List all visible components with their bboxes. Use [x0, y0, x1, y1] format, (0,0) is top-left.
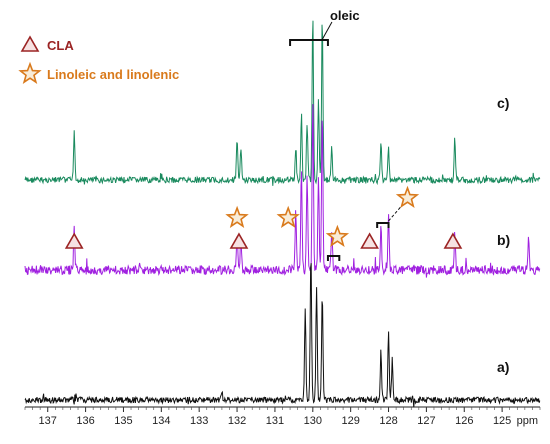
x-tick-label-134: 134 [152, 415, 170, 427]
star-marker [325, 224, 350, 247]
star-marker [395, 185, 420, 208]
x-tick-label-130: 130 [304, 415, 322, 427]
x-tick-label-128: 128 [379, 415, 397, 427]
triangle-marker [20, 35, 40, 52]
trace-label: c) [497, 95, 509, 111]
trace-b [24, 104, 541, 278]
x-tick-label-131: 131 [266, 415, 284, 427]
oleic-pointer [321, 21, 333, 41]
x-tick-label-127: 127 [417, 415, 435, 427]
oleic-label: oleic [330, 8, 360, 23]
legend-label-star: Linoleic and linolenic [47, 67, 179, 82]
x-tick-label-132: 132 [228, 415, 246, 427]
triangle-marker [64, 232, 84, 249]
legend: CLA Linoleic and linolenic [18, 35, 179, 84]
x-tick-label-133: 133 [190, 415, 208, 427]
x-tick-label-137: 137 [39, 415, 57, 427]
annotations: oleic [64, 8, 463, 261]
x-tick-label-126: 126 [455, 415, 473, 427]
spectrum-line [24, 263, 541, 408]
x-tick-label-136: 136 [76, 415, 94, 427]
trace-label: b) [497, 232, 510, 248]
legend-label-triangle: CLA [47, 38, 74, 53]
peak-bracket [326, 255, 341, 261]
star-marker [225, 205, 249, 228]
triangle-marker [360, 232, 379, 249]
star-marker [18, 61, 42, 84]
peak-bracket [376, 222, 390, 228]
trace-label: a) [497, 359, 509, 375]
spectrum-line [24, 104, 541, 278]
triangle-marker [443, 232, 463, 249]
x-tick-label-129: 129 [341, 415, 359, 427]
spectrum-line [24, 20, 541, 186]
trace-c [24, 20, 541, 186]
x-tick-label-135: 135 [114, 415, 132, 427]
bracket-pointer [388, 205, 402, 222]
triangle-marker [229, 232, 249, 249]
star-marker [276, 205, 300, 228]
x-axis-label: ppm [517, 415, 538, 427]
x-tick-label-125: 125 [493, 415, 511, 427]
oleic-bracket [289, 39, 329, 46]
trace-a [24, 263, 541, 408]
